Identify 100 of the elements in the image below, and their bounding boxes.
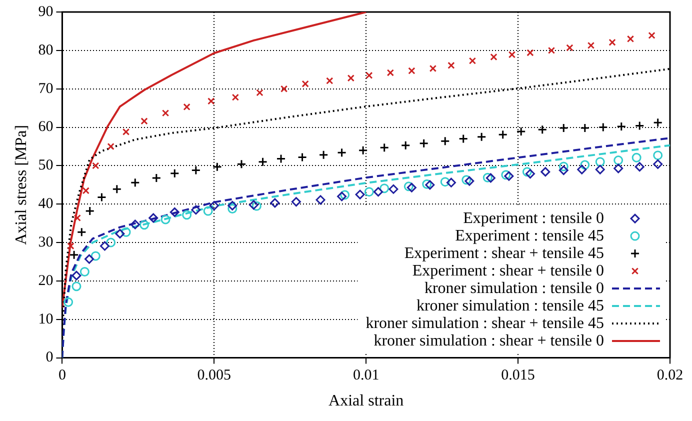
point [429, 64, 437, 72]
point [587, 42, 595, 50]
point [419, 138, 429, 148]
point [634, 120, 644, 130]
point [162, 109, 170, 117]
point [614, 156, 624, 166]
y-tick-label: 80 [38, 42, 54, 58]
point [626, 35, 634, 42]
point [464, 176, 474, 186]
y-tick-label: 10 [38, 311, 54, 328]
point [69, 250, 79, 260]
point [355, 190, 365, 200]
point [580, 123, 590, 133]
point [468, 57, 476, 64]
point [72, 282, 82, 292]
x-tick-label: 0 [58, 368, 66, 384]
point [130, 178, 140, 188]
point [616, 122, 626, 132]
point [92, 162, 100, 170]
point [228, 200, 238, 210]
y-tick-label: 0 [46, 350, 54, 366]
point [130, 220, 140, 230]
point [540, 167, 550, 177]
x-tick-label: 0.01 [352, 368, 380, 384]
point [595, 164, 605, 174]
point [291, 197, 301, 207]
point [558, 162, 568, 172]
point [258, 157, 268, 167]
point [228, 204, 238, 214]
point [212, 162, 222, 172]
point [577, 164, 587, 174]
point [280, 85, 288, 92]
point [374, 187, 384, 197]
point [203, 206, 213, 216]
y-tick-label: 40 [38, 196, 54, 212]
point [106, 238, 116, 248]
point [326, 77, 334, 84]
legend-label: Experiment : tensile 45 [455, 227, 604, 244]
point [634, 162, 644, 172]
point [76, 227, 86, 237]
point [208, 98, 215, 105]
point [364, 187, 374, 197]
y-tick-label: 60 [38, 119, 54, 136]
legend-label: Experiment : tensile 0 [463, 210, 604, 227]
point [404, 182, 414, 192]
point [82, 187, 90, 194]
y-tick-label: 90 [38, 4, 54, 20]
point [440, 136, 450, 146]
point [448, 62, 455, 69]
legend-label: kroner simulation : shear + tensile 45 [366, 314, 604, 332]
point [458, 134, 468, 144]
point [170, 168, 180, 178]
point [85, 206, 95, 216]
point [64, 297, 74, 307]
y-axis-title: Axial stress [MPa] [12, 124, 30, 245]
point [318, 150, 328, 160]
point [446, 178, 456, 188]
y-tick-label: 50 [38, 158, 54, 174]
point [462, 175, 472, 185]
point [236, 159, 246, 169]
point [380, 184, 390, 194]
point [74, 214, 81, 222]
point [614, 164, 624, 174]
point [566, 44, 574, 52]
point [96, 192, 106, 202]
point [486, 173, 496, 183]
point [152, 173, 162, 183]
x-axis-title: Axial strain [328, 392, 404, 410]
point [115, 228, 125, 238]
point [504, 171, 514, 181]
point [358, 146, 368, 156]
point [525, 169, 535, 179]
point [90, 251, 100, 261]
point [653, 118, 663, 128]
point [408, 67, 416, 74]
point [122, 128, 130, 136]
point [498, 130, 508, 140]
point [653, 150, 663, 160]
point [316, 195, 326, 205]
x-tick-label: 0.015 [501, 368, 535, 384]
point [270, 198, 280, 208]
point [388, 184, 398, 194]
point [558, 166, 568, 176]
point [522, 167, 532, 177]
point [440, 177, 450, 187]
point [595, 157, 605, 167]
point [256, 89, 264, 96]
y-tick-label: 70 [38, 80, 54, 97]
point [508, 51, 516, 58]
point [386, 69, 394, 76]
point [366, 72, 373, 79]
point [340, 190, 350, 200]
y-tick-label: 20 [38, 272, 54, 289]
point [653, 159, 663, 169]
point [648, 32, 656, 40]
legend-label: Experiment : shear + tensile 0 [412, 262, 604, 280]
point [182, 210, 192, 220]
y-tick-label: 30 [38, 234, 54, 250]
point [302, 80, 309, 88]
point [425, 180, 435, 190]
